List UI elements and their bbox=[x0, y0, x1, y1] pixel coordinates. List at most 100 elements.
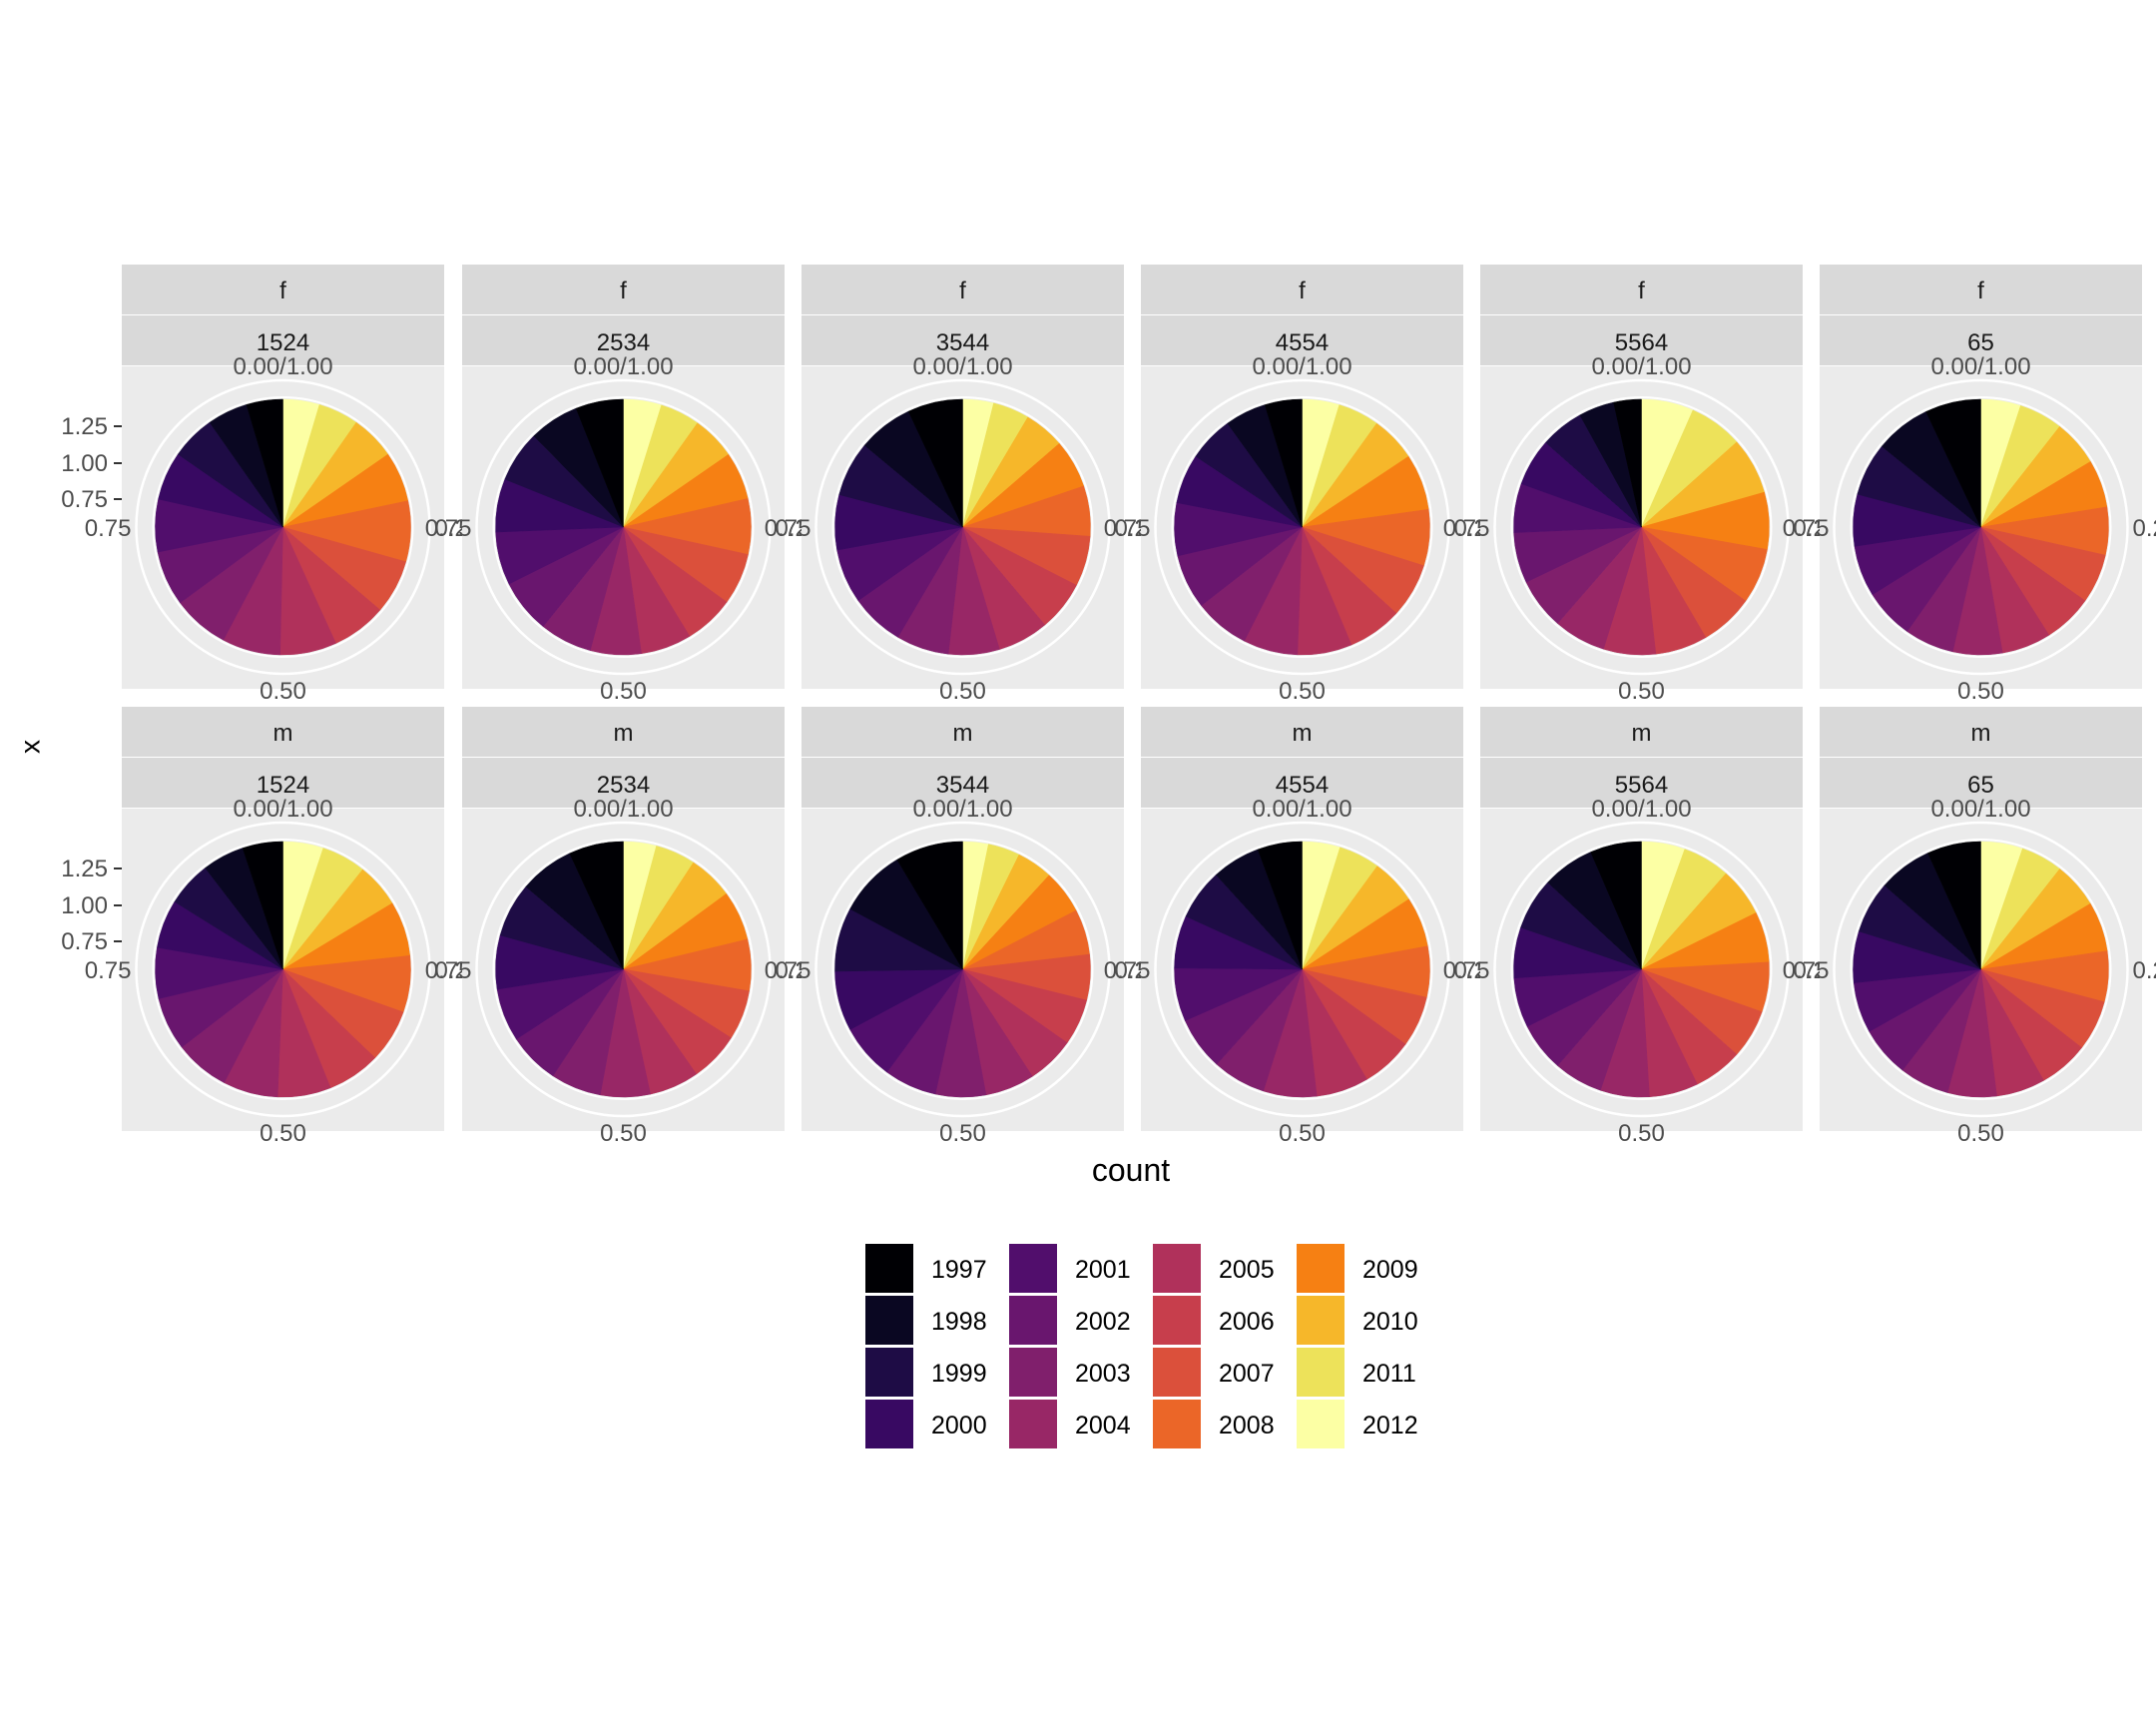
pie-slice-1997 bbox=[896, 841, 963, 970]
grid-ring-outer bbox=[1833, 378, 2129, 676]
grid-ring-outer bbox=[135, 378, 431, 676]
legend-key bbox=[1009, 1244, 1057, 1293]
pie-slice-1997 bbox=[1925, 398, 1981, 528]
pie-slices bbox=[495, 398, 752, 656]
strip-age bbox=[802, 315, 1124, 365]
pie-slice-1997 bbox=[1590, 841, 1642, 970]
grid-ring-outer bbox=[135, 821, 431, 1118]
angle-tick-label: 0.00/1.00 bbox=[1930, 796, 2030, 823]
grid-ring-outer bbox=[1493, 378, 1790, 676]
legend-key bbox=[1009, 1296, 1057, 1345]
angle-tick-label: 0.00/1.00 bbox=[573, 796, 673, 823]
legend-key bbox=[1297, 1296, 1345, 1345]
grid-ring-inner bbox=[831, 839, 1094, 1100]
grid-ring-outer bbox=[475, 378, 772, 676]
angle-tick-label: 0.50 bbox=[1957, 1120, 2004, 1147]
legend-item-2008: 2008 bbox=[1153, 1400, 1275, 1448]
strip-sex bbox=[1820, 707, 2142, 757]
angle-tick-label: 0.75 bbox=[765, 515, 811, 542]
legend-key bbox=[1153, 1296, 1201, 1345]
angle-tick-label: 0.75 bbox=[425, 957, 472, 984]
legend-item-1997: 1997 bbox=[865, 1244, 987, 1293]
strip-age-label: 65 bbox=[1967, 772, 1994, 799]
grid-ring-inner bbox=[152, 839, 414, 1100]
pie-slices bbox=[495, 841, 752, 1098]
legend-label: 2011 bbox=[1362, 1360, 1416, 1388]
angle-tick-label: 0.75 bbox=[425, 515, 472, 542]
strip-age-label: 3544 bbox=[936, 329, 989, 356]
angle-tick-label: 0.00/1.00 bbox=[912, 796, 1012, 823]
strip-sex-label: f bbox=[1299, 278, 1306, 304]
strip-age-label: 5564 bbox=[1615, 772, 1668, 799]
strip-age bbox=[1480, 315, 1803, 365]
legend-label: 2004 bbox=[1075, 1412, 1131, 1439]
strip-age bbox=[1141, 315, 1463, 365]
grid-ring-inner bbox=[831, 396, 1094, 658]
angle-tick-label: 0.50 bbox=[1957, 678, 2004, 705]
strip-age bbox=[1480, 758, 1803, 808]
y-axis-title: x bbox=[14, 740, 45, 754]
strip-age-label: 3544 bbox=[936, 772, 989, 799]
strip-age-label: 65 bbox=[1967, 329, 1994, 356]
pie-slices bbox=[1853, 841, 2109, 1098]
strip-sex-label: f bbox=[620, 278, 627, 304]
legend-key bbox=[1297, 1244, 1345, 1293]
pie-slices bbox=[1174, 841, 1430, 1098]
angle-tick-label: 0.75 bbox=[765, 957, 811, 984]
grid-ring-inner bbox=[492, 396, 755, 658]
legend-label: 1997 bbox=[931, 1256, 987, 1284]
strip-sex bbox=[802, 707, 1124, 757]
angle-tick-label: 0.00/1.00 bbox=[573, 353, 673, 380]
angle-tick-label: 0.75 bbox=[1783, 957, 1830, 984]
angle-tick-label: 0.50 bbox=[939, 678, 986, 705]
legend-key bbox=[865, 1400, 913, 1448]
grid-ring-inner bbox=[1171, 839, 1433, 1100]
legend-key bbox=[865, 1348, 913, 1397]
angle-tick-label: 0.00/1.00 bbox=[1591, 796, 1691, 823]
radial-tick-label: 1.00 bbox=[61, 892, 108, 919]
grid-ring-outer bbox=[814, 378, 1111, 676]
pie-slices bbox=[155, 841, 411, 1098]
grid-ring-outer bbox=[1833, 821, 2129, 1118]
pie-slice-1997 bbox=[1613, 398, 1642, 528]
angle-tick-label: 0.00/1.00 bbox=[233, 353, 332, 380]
angle-tick-label: 0.50 bbox=[600, 678, 647, 705]
strip-age bbox=[462, 758, 785, 808]
angle-tick-label: 0.75 bbox=[1443, 957, 1490, 984]
legend-label: 2001 bbox=[1075, 1256, 1131, 1284]
radial-tick-label: 1.25 bbox=[61, 413, 108, 440]
angle-tick-label: 0.50 bbox=[939, 1120, 986, 1147]
pie-slices bbox=[1174, 398, 1430, 656]
pie-slices bbox=[1853, 398, 2109, 656]
pie-slice-1997 bbox=[575, 398, 624, 528]
strip-sex-label: m bbox=[1971, 720, 1991, 747]
angle-tick-label: 0.75 bbox=[1104, 957, 1151, 984]
legend-key bbox=[1297, 1400, 1345, 1448]
angle-tick-label: 0.00/1.00 bbox=[1252, 796, 1351, 823]
angle-tick-label: 0.50 bbox=[1279, 1120, 1326, 1147]
radial-tick-label: 1.25 bbox=[61, 856, 108, 882]
grid-ring-outer bbox=[1154, 378, 1450, 676]
strip-age bbox=[1820, 758, 2142, 808]
legend-item-1999: 1999 bbox=[865, 1348, 987, 1397]
strip-sex bbox=[1480, 707, 1803, 757]
legend-label: 2000 bbox=[931, 1412, 987, 1439]
strip-sex bbox=[462, 707, 785, 757]
legend: 1997 1998 1999 2000 2001 2002 2003 2004 2005 2006… bbox=[865, 1244, 1418, 1448]
facet-panel-m-65: m 650.00/1.00 0.25 0.50 0.75 bbox=[1783, 707, 2156, 1147]
strip-sex-label: m bbox=[1293, 720, 1313, 747]
pie-slice-1997 bbox=[1257, 841, 1303, 970]
angle-tick-label: 0.00/1.00 bbox=[1252, 353, 1351, 380]
pie-slice-1997 bbox=[907, 398, 963, 528]
legend-item-2001: 2001 bbox=[1009, 1244, 1131, 1293]
legend-label: 2010 bbox=[1362, 1308, 1418, 1336]
legend-key bbox=[1153, 1348, 1201, 1397]
strip-age-label: 4554 bbox=[1276, 329, 1329, 356]
legend-item-2005: 2005 bbox=[1153, 1244, 1275, 1293]
pie-slice-1997 bbox=[569, 841, 624, 970]
grid-ring-outer bbox=[814, 821, 1111, 1118]
